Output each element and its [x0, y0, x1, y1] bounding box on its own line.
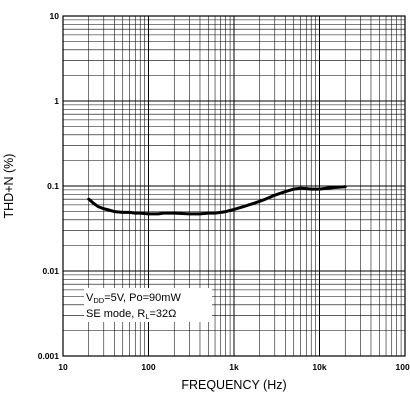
x-tick-label: 10	[58, 362, 68, 372]
tick-labels: 10 100 1k 10k 100k 10 1 0.1 0.01 0.001	[38, 11, 410, 372]
y-axis-title: THD+N (%)	[2, 154, 16, 219]
x-tick-label: 100k	[396, 362, 410, 372]
y-tick-label: 10	[50, 11, 60, 21]
series-layer	[87, 185, 347, 216]
annotation-line-1: VDD=5V, Po=90mW	[86, 292, 181, 305]
annotation-line-2: SE mode, RL=32Ω	[86, 308, 176, 321]
x-axis-title: FREQUENCY (Hz)	[181, 378, 286, 392]
y-tick-label: 0.1	[47, 181, 59, 191]
thd-series-line	[87, 185, 347, 216]
plot-frame	[62, 15, 406, 357]
x-tick-label: 10k	[312, 362, 326, 372]
y-tick-label: 1	[54, 96, 59, 106]
annotation-box	[84, 288, 212, 322]
x-tick-label: 100	[141, 362, 155, 372]
x-tick-label: 1k	[229, 362, 239, 372]
y-tick-label: 0.001	[38, 351, 60, 361]
y-tick-label: 0.01	[42, 266, 59, 276]
